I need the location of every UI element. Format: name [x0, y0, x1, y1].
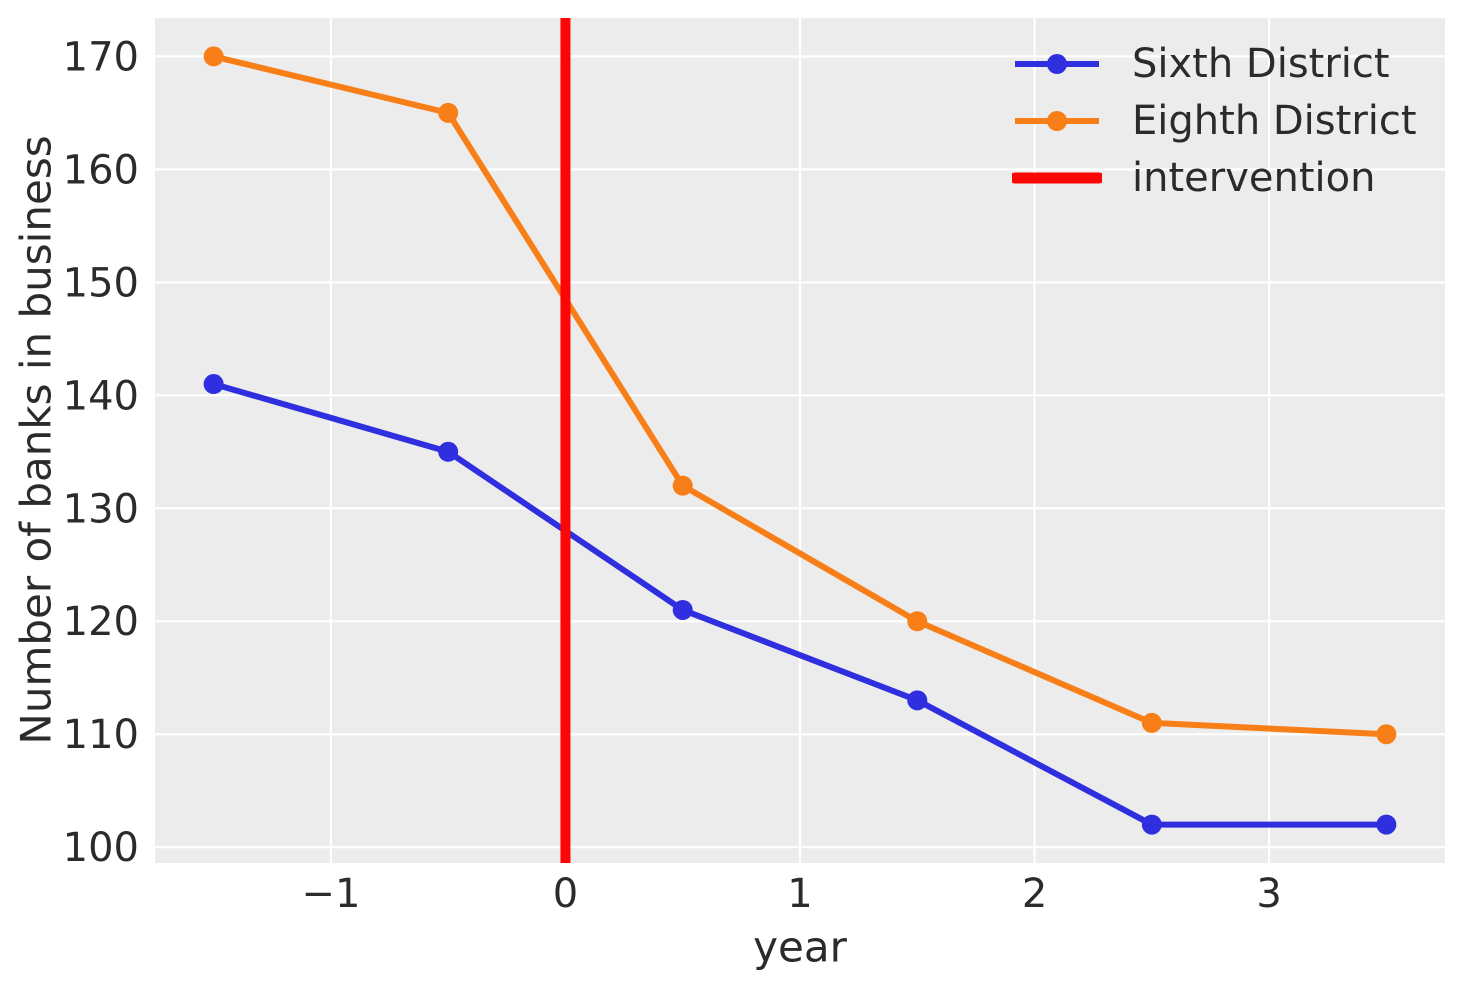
legend-label: Eighth District: [1132, 98, 1417, 144]
y-tick-label: 170: [63, 34, 139, 80]
y-tick-label: 110: [63, 712, 139, 758]
data-point: [672, 599, 693, 620]
y-axis-label: Number of banks in business: [11, 135, 61, 745]
series-line: [210, 53, 1390, 738]
line-marker-swatch-orange: [1015, 111, 1099, 131]
x-tick-label: 2: [1022, 871, 1047, 917]
y-tick-label: 130: [63, 486, 139, 532]
data-point: [438, 441, 459, 462]
data-point: [907, 611, 928, 632]
data-point: [1376, 724, 1397, 745]
legend: Sixth District Eighth District intervent…: [1012, 42, 1417, 200]
y-tick-label: 150: [63, 260, 139, 306]
data-point: [438, 102, 459, 123]
legend-marker-sample: [1047, 111, 1067, 131]
y-tick-label: 100: [63, 825, 139, 871]
data-point: [1376, 814, 1397, 835]
data-point: [203, 46, 224, 67]
x-tick-label: 1: [787, 871, 812, 917]
x-tick-label: 0: [553, 871, 578, 917]
legend-label: Sixth District: [1132, 41, 1390, 87]
y-tick-label: 160: [63, 147, 139, 193]
data-point: [907, 690, 928, 711]
legend-label: intervention: [1132, 155, 1376, 201]
line-marker-swatch-blue: [1015, 54, 1099, 74]
series-line: [210, 381, 1390, 828]
data-point: [1141, 814, 1162, 835]
x-tick-label: −1: [301, 871, 360, 917]
legend-marker-sample: [1047, 54, 1067, 74]
x-tick-label: 3: [1256, 871, 1281, 917]
legend-item-eighth-district: Eighth District: [1012, 99, 1417, 143]
data-point: [1141, 712, 1162, 733]
data-point: [672, 475, 693, 496]
line-swatch-red: [1012, 172, 1102, 184]
legend-item-sixth-district: Sixth District: [1012, 42, 1417, 86]
y-tick-label: 140: [63, 373, 139, 419]
y-tick-label: 120: [63, 599, 139, 645]
x-axis-label: year: [753, 922, 847, 972]
legend-item-intervention: intervention: [1012, 156, 1417, 200]
data-point: [203, 374, 224, 395]
